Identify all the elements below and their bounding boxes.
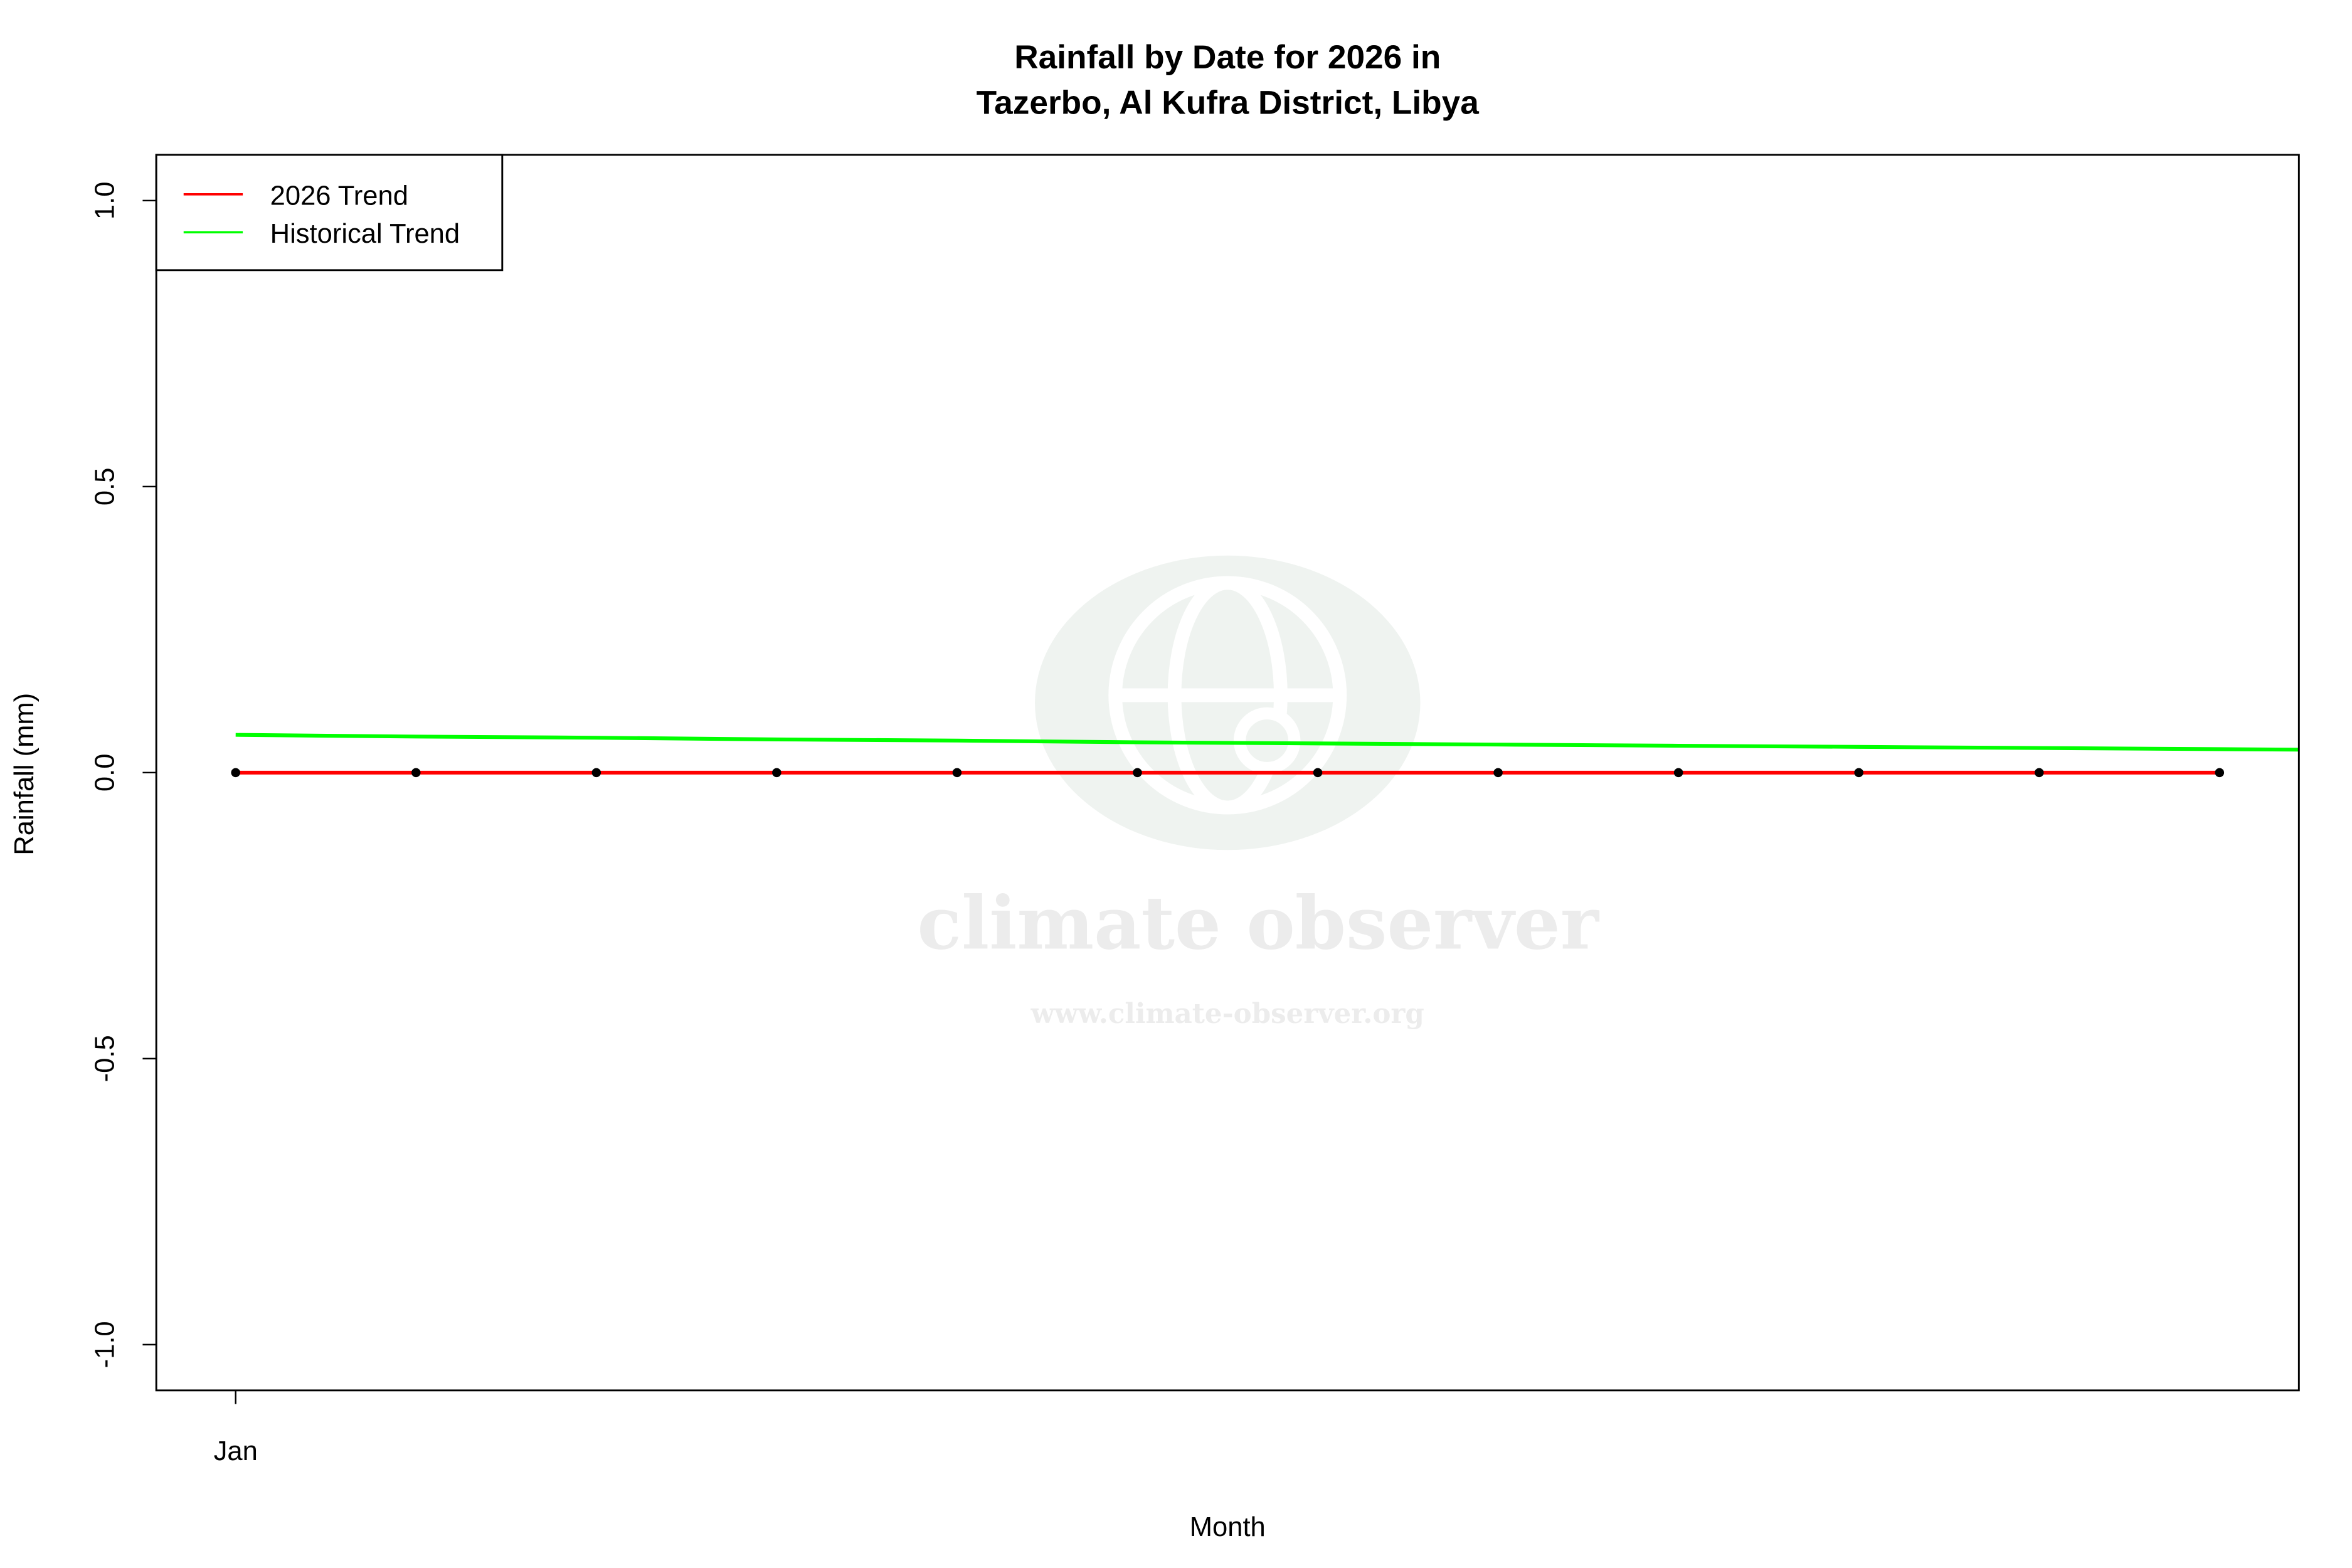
data-point <box>411 768 421 778</box>
data-point <box>591 768 601 778</box>
data-point <box>231 768 240 778</box>
data-point <box>1854 768 1863 778</box>
watermark-url: www.climate-observer.org <box>1030 998 1424 1030</box>
data-point <box>952 768 962 778</box>
data-point <box>1133 768 1142 778</box>
chart-subtitle: Tazerbo, Al Kufra District, Libya <box>977 85 1480 122</box>
y-tick-label: 1.0 <box>90 182 120 220</box>
data-point <box>2034 768 2044 778</box>
y-tick-label: 0.0 <box>90 754 120 792</box>
y-tick-label: 0.5 <box>90 468 120 506</box>
legend: 2026 Trend Historical Trend <box>155 154 504 272</box>
data-point <box>1313 768 1323 778</box>
legend-label-historical-trend: Historical Trend <box>270 219 460 249</box>
y-tick-label: -1.0 <box>90 1321 120 1368</box>
chart-title: Rainfall by Date for 2026 in <box>1014 39 1441 76</box>
legend-label-2026-trend: 2026 Trend <box>270 181 408 211</box>
x-tick-label: Jan <box>214 1436 258 1466</box>
series-line-historical-trend <box>235 733 2299 752</box>
data-point <box>2215 768 2225 778</box>
data-point <box>772 768 781 778</box>
axes-layer: 1.0 0.5 0.0 -0.5 -1.0 Jan <box>90 182 257 1467</box>
y-tick-label: -0.5 <box>90 1035 120 1082</box>
watermark-name: climate observer <box>917 881 1599 967</box>
series-layer <box>231 733 2299 778</box>
plot-frame <box>155 154 2300 1392</box>
legend-box <box>155 154 504 272</box>
y-axis-label: Rainfall (mm) <box>9 693 40 856</box>
data-point <box>1493 768 1503 778</box>
data-point <box>1673 768 1683 778</box>
x-axis-label: Month <box>1190 1512 1266 1542</box>
watermark: climate observer www.climate-observer.or… <box>917 555 1600 1030</box>
